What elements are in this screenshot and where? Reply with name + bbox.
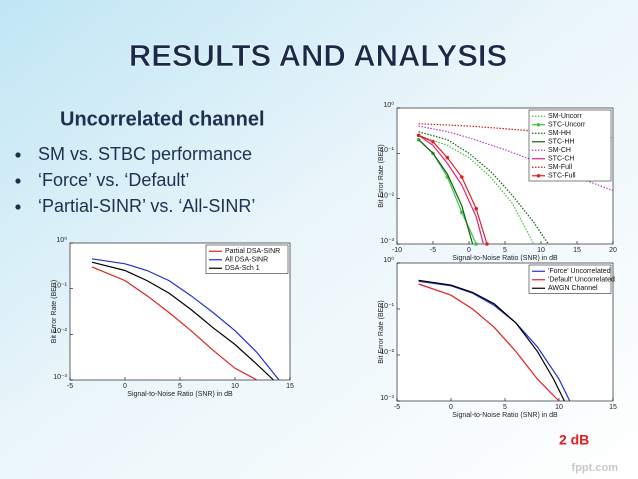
y-tick-label: 10⁻² [380,349,394,356]
legend-marker [536,122,541,127]
x-axis-label: Signal-to-Noise Ratio (SNR) in dB [452,412,558,419]
legend-label: STC-CH [548,156,574,163]
x-tick-label: 10 [537,247,545,254]
legend-label: 'Force' Uncorrelated [548,268,611,275]
series-line [418,134,535,244]
legend-label: STC-Uncorr [548,122,586,129]
legend-label: SM-Full [548,164,573,171]
x-tick-label: 20 [609,247,617,254]
x-tick-label: 5 [503,247,507,254]
bullet-text: ‘Force’ vs. ‘Default’ [38,170,189,190]
point-marker [474,242,479,246]
y-tick-label: 10⁰ [383,256,394,264]
series-line [91,258,280,380]
x-tick-label: 10 [555,404,563,411]
legend-label: DSA-Sch 1 [225,265,260,272]
point-marker [485,242,489,246]
series-line [418,280,571,401]
legend-box [528,109,612,182]
x-tick-label: 0 [449,404,453,411]
watermark: fppt.com [572,462,619,474]
series-line [418,131,549,244]
x-tick-label: 0 [123,383,127,390]
x-tick-label: 5 [503,404,507,411]
chart: -5 0 5 10 15 10⁻³ 10⁻² 10⁻¹ 10⁰ Signal-to-Noise R… [51,236,294,398]
x-tick-label: -5 [430,247,436,254]
point-marker [431,139,435,144]
x-axis-label: Signal-to-Noise Ratio (SNR) in dB [127,391,233,398]
y-tick-label: 10⁻¹ [380,147,394,154]
series-line [418,134,484,244]
chart: -10 -5 0 5 10 15 20 10⁻³ 10⁻² 10⁻¹ 10⁰ Signal-to-No… [378,101,617,262]
x-tick-label: -5 [67,383,73,390]
point-marker [460,175,464,179]
bullet-dot [15,152,21,158]
legend-marker [536,173,541,178]
legend-label: SM-CH [548,147,571,154]
y-tick-label: 10⁻² [53,328,67,335]
point-marker [460,210,464,215]
x-tick-label: 15 [573,247,581,254]
series-line [418,123,613,139]
point-marker [445,155,450,160]
slide-subtitle: Uncorrelated channel [60,108,265,130]
legend-label: Partial DSA-SINR [225,248,280,255]
y-tick-label: 10⁰ [383,101,394,109]
bullet-dot [15,204,21,210]
x-tick-label: 15 [609,404,617,411]
legend-label: STC-HH [548,139,574,146]
legend-label: 'Default' Uncorrelated [548,277,615,284]
legend-label: SM-Uncorr [548,113,583,120]
series-line [418,279,565,401]
series-line [91,261,274,380]
legend-label: AWGN Channel [548,285,598,292]
slide-title: RESULTS AND ANALYSIS [129,38,507,73]
series-line [91,266,258,380]
x-tick-label: 5 [178,383,182,390]
bullet-dot [15,178,21,184]
bullet-text: SM vs. STBC performance [38,144,252,164]
x-tick-label: -10 [392,247,402,254]
point-marker [474,206,479,211]
x-tick-label: -5 [394,404,400,411]
y-tick-label: 10⁻² [380,193,394,200]
legend-label: All DSA-SINR [225,257,268,264]
point-marker [416,133,421,138]
y-tick-label: 10⁻³ [53,374,67,381]
y-tick-label: 10⁰ [56,236,67,244]
series-line [418,134,488,244]
legend-label: STC-Full [548,173,576,180]
x-axis-label: Signal-to-Noise Ratio (SNR) in dB [452,255,558,262]
chart: -5 0 5 10 15 10⁻³ 10⁻² 10⁻¹ 10⁰ Signal-to-Noise R… [378,256,617,448]
bullet-text: ‘Partial-SINR’ vs. ‘All-SINR’ [38,196,255,216]
bullet-list: SM vs. STBC performance ‘Force’ vs. ‘Defa… [15,144,255,216]
series-line [418,139,474,244]
x-tick-label: 15 [286,383,294,390]
y-tick-label: 10⁻¹ [53,283,67,290]
y-axis-label: Bit Error Rate (BER) [378,144,385,207]
y-tick-label: 10⁻³ [380,395,394,402]
series-line [418,283,560,401]
x-tick-label: 0 [467,247,471,254]
y-tick-label: 10⁻³ [380,238,394,245]
legend-label: SM-HH [548,130,571,137]
x-tick-label: 10 [231,383,239,390]
y-tick-label: 10⁻¹ [380,303,394,310]
y-axis-label: Bit Error Rate (BER) [51,280,58,343]
annotation: 2 dB [559,432,589,448]
y-axis-label: Bit Error Rate (BER) [378,300,385,363]
